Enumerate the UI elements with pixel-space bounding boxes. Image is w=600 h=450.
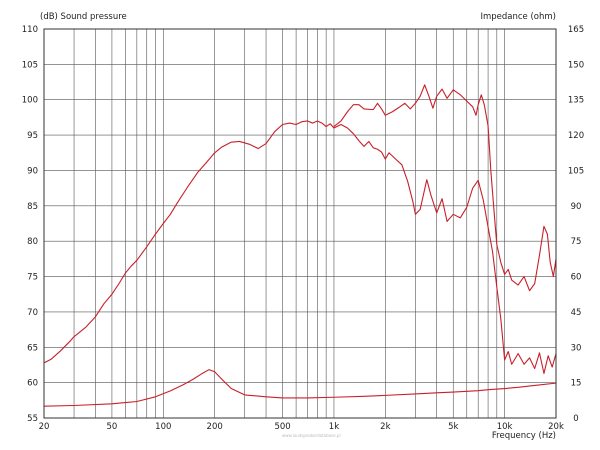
x-tick-label: 50 <box>107 422 118 432</box>
y-right-tick-label: 75 <box>571 237 582 247</box>
y-right-tick-label: 0 <box>573 414 578 424</box>
x-tick-label: 200 <box>207 422 223 432</box>
x-tick-label: 10k <box>497 422 513 432</box>
plot-frame <box>43 28 557 419</box>
y-left-axis-label: (dB) Sound pressure <box>40 12 127 22</box>
watermark-text: www.loudspeakerdatabase.pl <box>282 433 341 438</box>
y-right-tick-label: 120 <box>568 131 584 141</box>
y-left-tick-label: 85 <box>27 202 38 212</box>
y-left-tick-label: 60 <box>27 379 38 389</box>
y-left-tick-label: 65 <box>27 343 38 353</box>
y-right-tick-label: 165 <box>568 25 584 35</box>
spl-response-line-alt <box>333 84 557 292</box>
x-tick-label: 2k <box>380 422 390 432</box>
tick-labels: 20 50 100 200 500 1k 2k 5k 10k 20k 55 60 65 70 75 80 85 9… <box>22 25 584 432</box>
x-tick-label: 20k <box>548 422 564 432</box>
y-right-tick-label: 90 <box>571 202 582 212</box>
y-right-tick-label: 60 <box>571 273 582 283</box>
y-left-tick-label: 70 <box>27 308 38 318</box>
series-lines <box>43 84 557 407</box>
x-axis-label: Frequency (Hz) <box>492 431 556 441</box>
spl-response-line <box>43 120 557 374</box>
y-right-tick-label: 105 <box>568 166 584 176</box>
y-left-tick-label: 80 <box>27 237 38 247</box>
y-right-tick-label: 150 <box>568 60 584 70</box>
x-tick-label: 1k <box>329 422 339 432</box>
y-left-tick-label: 90 <box>27 166 38 176</box>
y-right-tick-label: 30 <box>571 343 582 353</box>
x-tick-label: 5k <box>448 422 458 432</box>
y-left-tick-label: 95 <box>27 131 38 141</box>
x-tick-label: 20 <box>39 422 50 432</box>
y-right-tick-label: 135 <box>568 96 584 106</box>
grid <box>44 29 556 418</box>
x-tick-label: 100 <box>155 422 171 432</box>
y-left-tick-label: 100 <box>22 96 38 106</box>
y-left-tick-label: 55 <box>27 414 38 424</box>
y-right-axis-label: Impedance (ohm) <box>480 12 556 22</box>
impedance-line <box>43 369 557 407</box>
y-left-tick-label: 110 <box>22 25 38 35</box>
y-right-tick-label: 45 <box>571 308 582 318</box>
y-left-tick-label: 105 <box>22 60 38 70</box>
y-left-tick-label: 75 <box>27 273 38 283</box>
x-tick-label: 500 <box>274 422 290 432</box>
y-right-tick-label: 15 <box>571 379 582 389</box>
